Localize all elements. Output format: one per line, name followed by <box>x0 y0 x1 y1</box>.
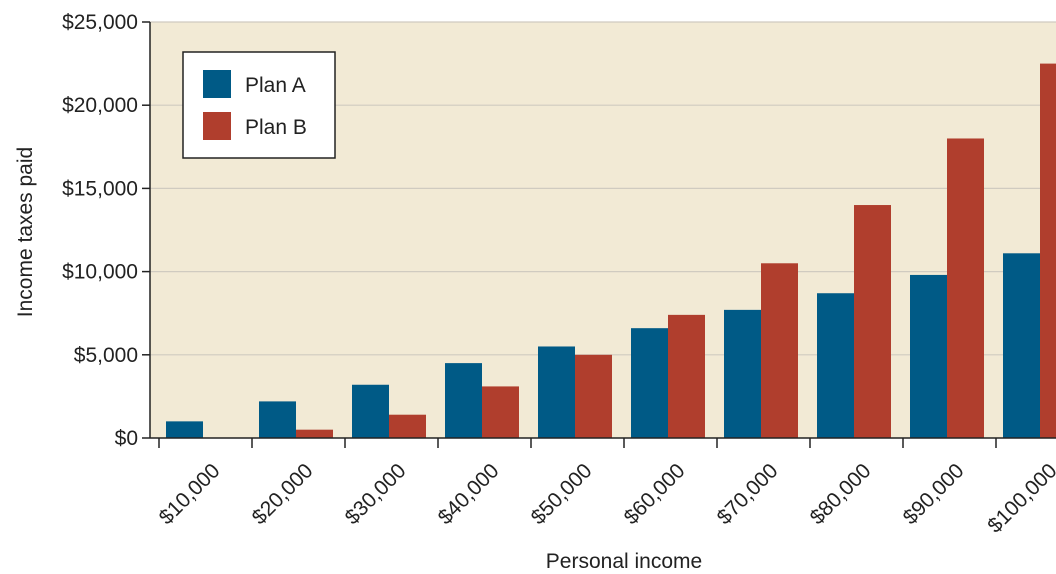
y-tick-label: $25,000 <box>62 11 138 34</box>
legend-swatch-plan-a <box>203 70 231 98</box>
bar-plan-a <box>166 421 203 438</box>
bar-plan-a <box>538 346 575 438</box>
x-tick-label: $20,000 <box>248 459 318 529</box>
x-tick-label: $100,000 <box>983 459 1056 537</box>
y-tick-label: $5,000 <box>74 344 138 367</box>
bar-plan-a <box>724 309 761 438</box>
x-tick-label: $90,000 <box>899 459 969 529</box>
x-axis-label: Personal income <box>546 550 702 573</box>
bar-plan-b <box>1040 63 1056 438</box>
bar-plan-b <box>668 314 705 438</box>
x-tick-label: $40,000 <box>434 459 504 529</box>
y-tick-label: $10,000 <box>62 261 138 284</box>
bar-plan-b <box>761 263 798 438</box>
bar-plan-a <box>1003 253 1040 438</box>
bar-plan-a <box>445 363 482 438</box>
y-tick-label: $0 <box>115 427 138 450</box>
bar-plan-a <box>910 274 947 438</box>
bars <box>166 63 1056 439</box>
x-tick-label: $60,000 <box>620 459 690 529</box>
x-tick-label: $10,000 <box>155 459 225 529</box>
bar-plan-b <box>389 414 426 438</box>
x-axis: $10,000 $20,000 $30,000 $40,000 $50,000 $60,0… <box>150 437 1056 537</box>
bar-plan-a <box>631 328 668 438</box>
bar-plan-a <box>817 293 854 438</box>
y-axis-label: Income taxes paid <box>14 147 37 317</box>
x-tick-label: $70,000 <box>713 459 783 529</box>
bar-plan-b <box>575 354 612 438</box>
bar-plan-b <box>854 205 891 438</box>
x-tick-label: $50,000 <box>527 459 597 529</box>
bar-plan-a <box>352 384 389 438</box>
bar-plan-a <box>259 401 296 438</box>
legend-swatch-plan-b <box>203 112 231 140</box>
x-tick-label: $80,000 <box>806 459 876 529</box>
y-axis: $0 $5,000 $10,000 $15,000 $20,000 $25,000 <box>62 11 151 450</box>
x-tick-label: $30,000 <box>341 459 411 529</box>
y-tick-label: $15,000 <box>62 177 138 200</box>
bar-plan-b <box>947 138 984 439</box>
bar-plan-b <box>482 386 519 438</box>
bar-plan-b <box>296 429 333 438</box>
legend-box <box>182 51 336 159</box>
legend-label-plan-a: Plan A <box>245 74 306 97</box>
legend: Plan A Plan B <box>182 51 336 159</box>
legend-label-plan-b: Plan B <box>245 116 307 139</box>
y-tick-label: $20,000 <box>62 94 138 117</box>
